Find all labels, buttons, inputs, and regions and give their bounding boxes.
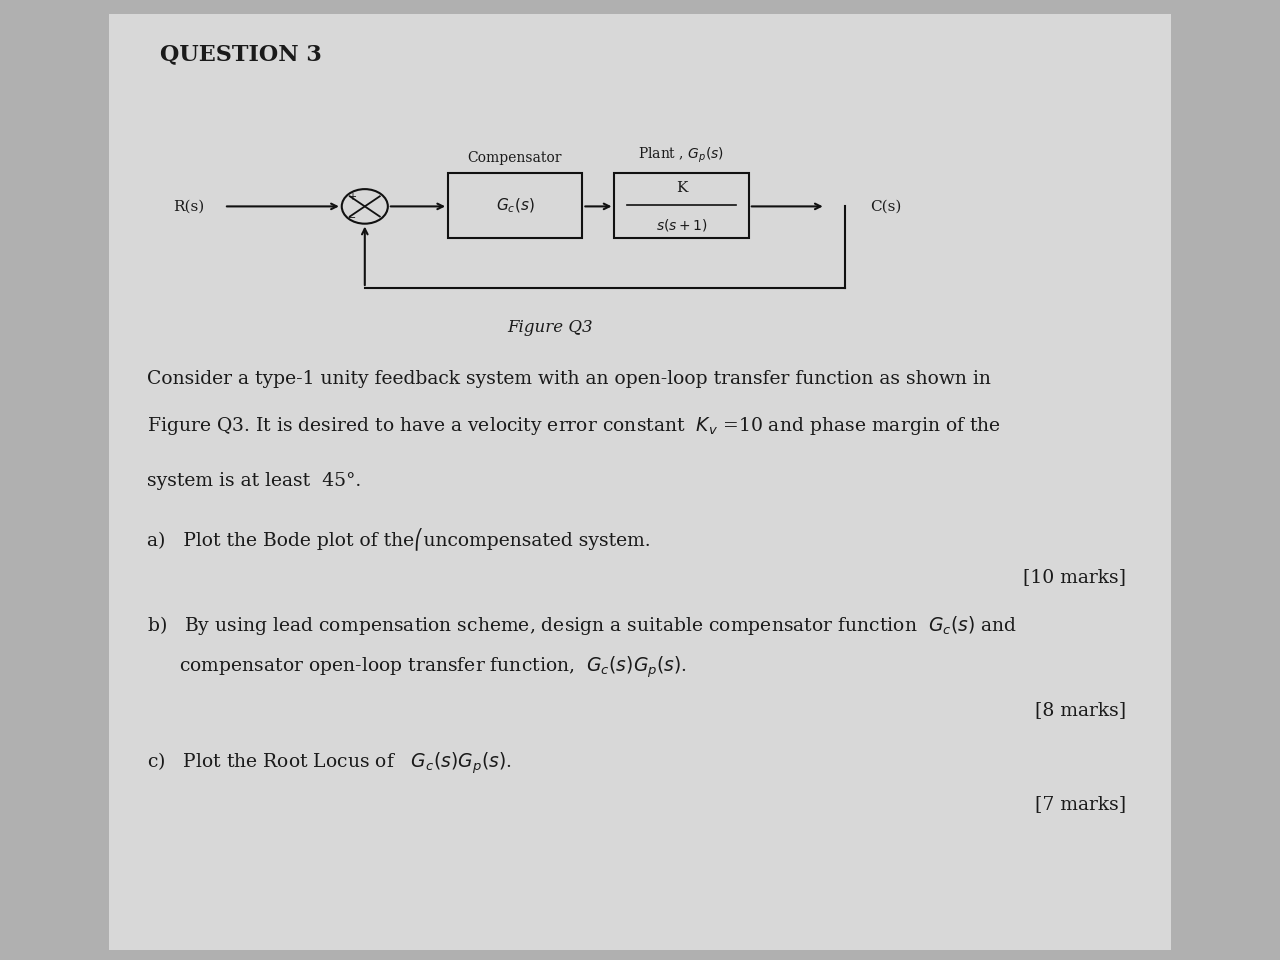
Text: $s(s+1)$: $s(s+1)$ (655, 217, 708, 232)
Text: Compensator: Compensator (467, 151, 562, 165)
Text: a)   Plot the Bode plot of the⎛uncompensated system.: a) Plot the Bode plot of the⎛uncompensat… (147, 528, 650, 551)
Text: Figure Q3: Figure Q3 (508, 319, 593, 336)
Circle shape (342, 189, 388, 224)
Text: [7 marks]: [7 marks] (1036, 795, 1126, 813)
Text: [8 marks]: [8 marks] (1036, 701, 1126, 719)
Text: −: − (348, 212, 356, 223)
Text: +: + (348, 192, 356, 202)
Text: [10 marks]: [10 marks] (1024, 568, 1126, 587)
Bar (109, 14, 1171, 950)
Bar (614, 173, 749, 238)
Bar (448, 173, 582, 238)
Text: Figure Q3. It is desired to have a velocity error constant  $K_v$ =10 and phase : Figure Q3. It is desired to have a veloc… (147, 415, 1001, 437)
Text: system is at least  45°.: system is at least 45°. (147, 472, 361, 491)
Text: $G_c(s)$: $G_c(s)$ (495, 196, 535, 215)
Text: compensator open-loop transfer function,  $G_c(s)G_p(s)$.: compensator open-loop transfer function,… (179, 655, 687, 681)
Text: b)   By using lead compensation scheme, design a suitable compensator function  : b) By using lead compensation scheme, de… (147, 614, 1018, 637)
Text: C(s): C(s) (870, 200, 902, 213)
Text: QUESTION 3: QUESTION 3 (160, 43, 321, 65)
Text: Plant , $G_p(s)$: Plant , $G_p(s)$ (637, 146, 724, 165)
Text: c)   Plot the Root Locus of   $G_c(s)G_p(s)$.: c) Plot the Root Locus of $G_c(s)G_p(s)$… (147, 751, 512, 777)
Text: K: K (676, 181, 687, 195)
Text: Consider a type-1 unity feedback system with an open-loop transfer function as s: Consider a type-1 unity feedback system … (147, 370, 991, 388)
Text: R(s): R(s) (174, 200, 205, 213)
